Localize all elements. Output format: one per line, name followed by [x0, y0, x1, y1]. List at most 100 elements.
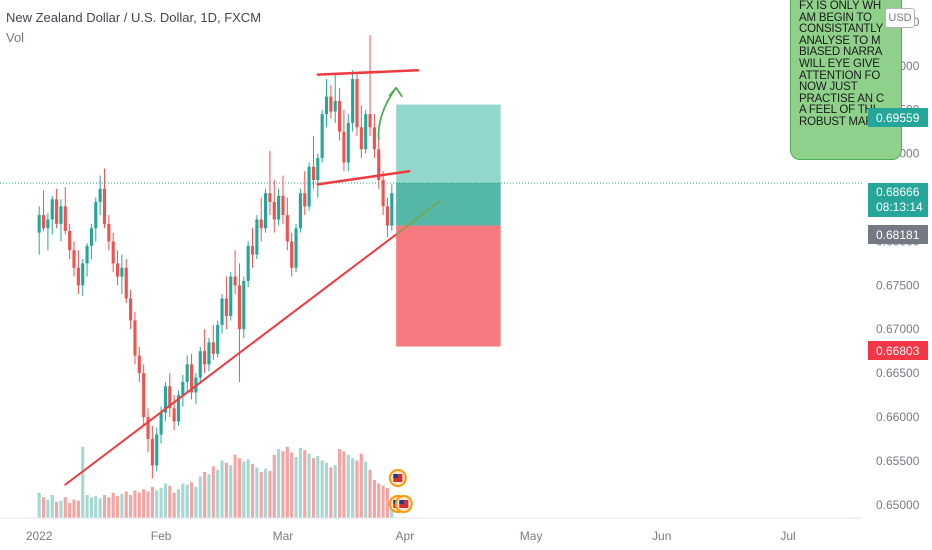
- x-tick-label: Apr: [396, 529, 415, 543]
- volume-bar: [368, 469, 372, 518]
- candle-body: [377, 149, 381, 180]
- volume-bar: [72, 499, 76, 518]
- candle-body: [338, 100, 342, 132]
- candle-body: [333, 100, 337, 112]
- candle-body: [242, 280, 246, 330]
- candle-body: [85, 245, 89, 264]
- volume-bar: [94, 496, 98, 518]
- volume-bar: [89, 497, 93, 518]
- position-zones[interactable]: [0, 104, 862, 347]
- candle-body: [98, 188, 102, 202]
- event-icons[interactable]: [388, 469, 413, 513]
- volume-bar: [41, 497, 46, 518]
- candle-body: [41, 215, 46, 229]
- x-tick-label: Jun: [652, 529, 671, 543]
- volume-bar: [37, 492, 41, 518]
- x-tick-label: May: [520, 529, 543, 543]
- candle-body: [307, 166, 311, 207]
- candle-body: [346, 122, 350, 163]
- candles: [37, 35, 394, 479]
- volume-bar: [285, 446, 289, 518]
- volume-bar: [185, 484, 189, 518]
- candle-body: [142, 373, 146, 418]
- volume-bar: [290, 452, 294, 518]
- volume-bar: [216, 469, 220, 518]
- volume-bar: [307, 453, 311, 518]
- candle-body: [220, 298, 224, 325]
- volume-bar: [263, 468, 268, 518]
- volume-bar: [259, 472, 263, 518]
- candle-body: [255, 219, 259, 255]
- volume-bar: [172, 492, 176, 518]
- volume-bar: [137, 492, 141, 518]
- x-tick-label: Jul: [780, 529, 795, 543]
- volume-bar: [342, 451, 346, 518]
- trendline[interactable]: [64, 233, 398, 486]
- candle-body: [311, 166, 316, 180]
- volume-bar: [298, 447, 302, 518]
- channel-bottom-line[interactable]: [316, 169, 411, 186]
- candle-body: [303, 193, 307, 207]
- volume-bar: [281, 451, 285, 518]
- candle-body: [107, 223, 111, 242]
- candle-body: [133, 320, 137, 356]
- candle-body: [120, 267, 124, 277]
- volume-bar: [150, 486, 154, 518]
- loss-zone[interactable]: [396, 225, 501, 347]
- candle-body: [246, 245, 250, 281]
- candle-body: [189, 364, 194, 393]
- candle-body: [237, 285, 242, 330]
- candle-body: [277, 195, 281, 220]
- volume-bar: [146, 491, 150, 518]
- candle-body: [259, 219, 263, 229]
- volume-bar: [320, 460, 324, 518]
- target-price-tag: 0.69559: [868, 108, 928, 127]
- candle-body: [46, 219, 50, 229]
- volume-bar: [333, 465, 337, 518]
- candle-body: [146, 417, 150, 439]
- volume-bar: [372, 480, 376, 518]
- candle-body: [229, 276, 233, 317]
- candle-body: [94, 201, 98, 229]
- candle-body: [55, 199, 59, 224]
- text-note[interactable]: FX IS ONLY WH AM BEGIN TO CONSISTANTLY A…: [790, 0, 902, 160]
- candle-body: [129, 298, 133, 321]
- symbol-title: New Zealand Dollar / U.S. Dollar, 1D, FX…: [6, 10, 262, 25]
- open-pnl-zone: [396, 182, 501, 226]
- volume-bar: [50, 495, 54, 518]
- trendline-extension[interactable]: [395, 200, 441, 236]
- arrow-head[interactable]: [388, 86, 403, 98]
- volume-bar: [311, 458, 316, 518]
- volume-bar: [107, 497, 111, 518]
- x-tick-label: 2022: [26, 529, 53, 543]
- candle-body: [81, 263, 85, 286]
- volume-bar: [381, 485, 385, 518]
- flag-canton-icon: [393, 474, 398, 478]
- candle-body: [159, 412, 163, 435]
- volume-bar: [194, 486, 198, 518]
- volume-bar: [142, 489, 146, 518]
- drawings[interactable]: [64, 68, 441, 486]
- volume-bar: [272, 454, 276, 518]
- channel-top-line[interactable]: [316, 68, 420, 76]
- candle-body: [176, 395, 181, 422]
- candle-body: [211, 342, 215, 354]
- candle-body: [359, 127, 363, 150]
- countdown-timer: 08:13:14: [876, 200, 923, 214]
- volume-bar: [98, 498, 102, 518]
- candle-body: [372, 127, 376, 150]
- candle-body: [385, 206, 390, 226]
- candle-body: [150, 438, 154, 466]
- volume-bar: [207, 474, 211, 518]
- volume-bar: [159, 488, 163, 518]
- note-text: FX IS ONLY WH AM BEGIN TO CONSISTANTLY A…: [799, 0, 884, 128]
- candle-body: [172, 408, 176, 422]
- y-tick-label: 0.65500: [876, 454, 920, 468]
- y-tick-label: 0.67000: [876, 322, 920, 336]
- volume-bar: [76, 500, 80, 518]
- candle-body: [294, 228, 298, 268]
- volume-bar: [237, 458, 242, 518]
- currency-badge[interactable]: USD: [885, 8, 915, 28]
- volume-bar: [377, 483, 381, 518]
